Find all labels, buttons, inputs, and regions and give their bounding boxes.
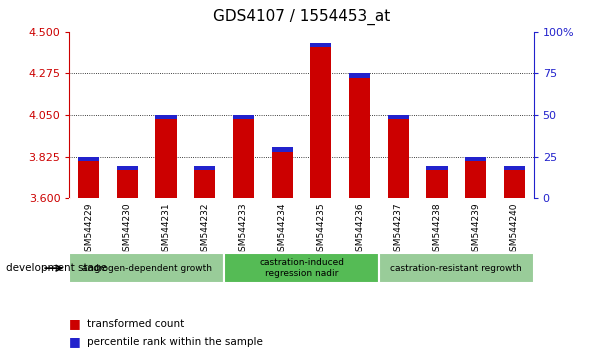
Bar	[117, 166, 138, 198]
Bar	[388, 115, 409, 198]
Text: percentile rank within the sample: percentile rank within the sample	[87, 337, 264, 347]
Text: GSM544235: GSM544235	[317, 202, 326, 257]
Bar	[504, 166, 525, 170]
Bar	[310, 43, 332, 198]
Text: castration-induced
regression nadir: castration-induced regression nadir	[259, 258, 344, 278]
Text: GSM544232: GSM544232	[200, 202, 209, 257]
Text: GSM544237: GSM544237	[394, 202, 403, 257]
Bar	[504, 166, 525, 198]
Bar	[233, 115, 254, 198]
Bar	[465, 156, 486, 198]
Text: GDS4107 / 1554453_at: GDS4107 / 1554453_at	[213, 9, 390, 25]
Bar	[78, 156, 99, 161]
Text: GSM544238: GSM544238	[432, 202, 441, 257]
Bar	[426, 166, 447, 198]
Bar	[379, 253, 534, 283]
Text: androgen-dependent growth: androgen-dependent growth	[82, 264, 212, 273]
Bar	[69, 253, 224, 283]
Bar	[310, 43, 332, 47]
Bar	[271, 147, 293, 198]
Text: GSM544233: GSM544233	[239, 202, 248, 257]
Text: GSM544234: GSM544234	[277, 202, 286, 257]
Text: development stage: development stage	[6, 263, 107, 273]
Text: castration-resistant regrowth: castration-resistant regrowth	[390, 264, 522, 273]
Bar	[156, 115, 177, 198]
Bar	[194, 166, 215, 198]
Bar	[271, 147, 293, 152]
Bar	[233, 115, 254, 119]
Text: GSM544240: GSM544240	[510, 202, 519, 257]
Text: GSM544239: GSM544239	[471, 202, 480, 257]
Bar	[349, 73, 370, 78]
Bar	[194, 166, 215, 170]
Bar	[224, 253, 379, 283]
Bar	[426, 166, 447, 170]
Bar	[465, 156, 486, 161]
Text: ■: ■	[69, 335, 81, 348]
Text: GSM544236: GSM544236	[355, 202, 364, 257]
Bar	[349, 73, 370, 198]
Text: transformed count: transformed count	[87, 319, 185, 329]
Bar	[117, 166, 138, 170]
Text: GSM544229: GSM544229	[84, 202, 93, 257]
Text: ■: ■	[69, 318, 81, 330]
Bar	[156, 115, 177, 119]
Text: GSM544230: GSM544230	[123, 202, 132, 257]
Bar	[388, 115, 409, 119]
Text: GSM544231: GSM544231	[162, 202, 171, 257]
Bar	[78, 156, 99, 198]
